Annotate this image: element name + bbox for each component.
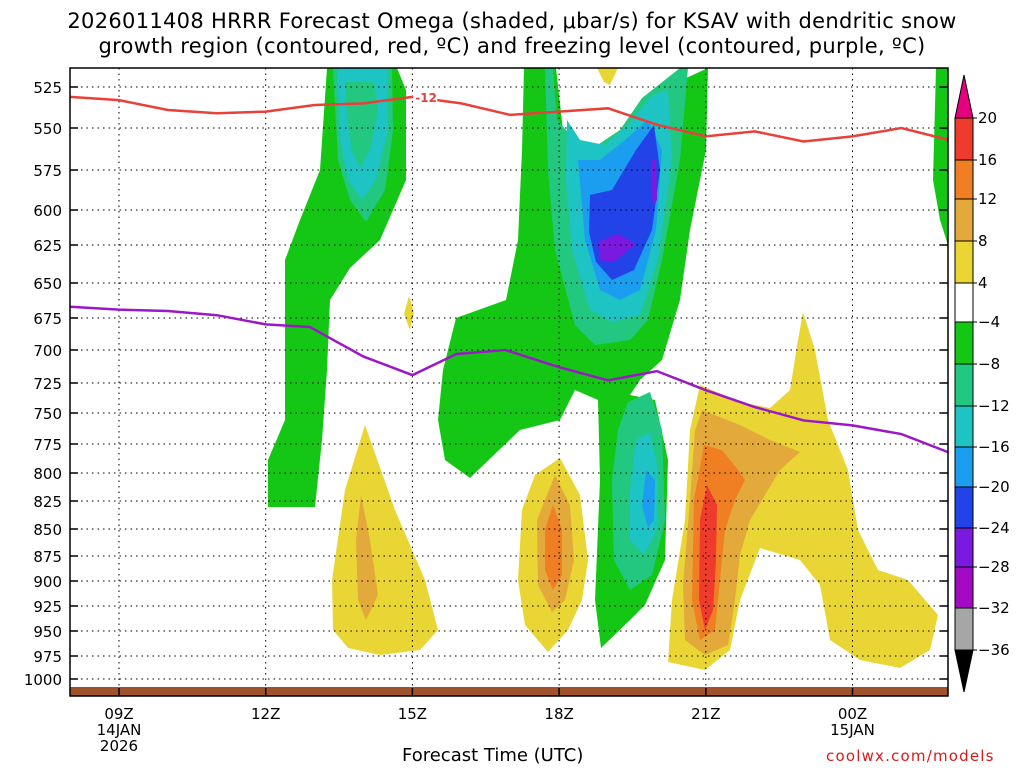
y-tick-label-675: 675 xyxy=(33,310,62,328)
contour-lines: -12 xyxy=(70,89,949,454)
y-tick-label-700: 700 xyxy=(33,342,62,360)
y-tick-label-800: 800 xyxy=(33,465,62,483)
contour-label: -12 xyxy=(415,91,437,105)
colorbar-swatch-6 xyxy=(954,321,974,365)
omega-shade-yellow-top xyxy=(597,68,618,85)
colorbar-label-4: 4 xyxy=(978,274,988,292)
chart-title-line2: growth region (contoured, red, ºC) and f… xyxy=(98,34,926,58)
colorbar-swatch-8 xyxy=(954,405,974,448)
y-tick-label-550: 550 xyxy=(33,120,62,138)
y-tick-label-825: 825 xyxy=(33,493,62,511)
colorbar-label-13: −36 xyxy=(978,641,1010,659)
y-tick-label-775: 775 xyxy=(33,436,62,454)
y-tick-label-600: 600 xyxy=(33,202,62,220)
y-tick-label-650: 650 xyxy=(33,275,62,293)
colorbar-label-8: −16 xyxy=(978,438,1010,456)
omega-shade-purple-center xyxy=(598,234,636,262)
x-tick-label-09Z-0: 09Z xyxy=(104,705,133,723)
x-tick-label-09Z-2: 2026 xyxy=(100,737,138,755)
x-tick-label-21Z-0: 21Z xyxy=(691,705,720,723)
omega-shade-purple-streak xyxy=(651,160,657,205)
y-tick-label-875: 875 xyxy=(33,548,62,566)
credit-link[interactable]: coolwx.com/models xyxy=(826,747,995,765)
colorbar-swatch-10 xyxy=(954,486,974,529)
x-tick-label-00Z-1: 15JAN xyxy=(830,721,875,739)
y-tick-label-975: 975 xyxy=(33,648,62,666)
colorbar-label-0: 20 xyxy=(978,109,997,127)
colorbar-swatch-14 xyxy=(954,649,974,693)
omega-shade-darkorange-cell-18z xyxy=(545,505,562,590)
colorbar-swatch-9 xyxy=(954,446,974,488)
colorbar-swatch-3 xyxy=(954,198,974,242)
x-tick-label-12Z-0: 12Z xyxy=(251,705,280,723)
colorbar-swatch-4 xyxy=(954,240,974,284)
colorbar-label-3: 8 xyxy=(978,232,988,250)
colorbar-label-1: 16 xyxy=(978,151,997,169)
y-tick-label-925: 925 xyxy=(33,598,62,616)
colorbar-label-7: −12 xyxy=(978,397,1010,415)
chart-title-line1: 2026011408 HRRR Forecast Omega (shaded, … xyxy=(67,9,957,33)
y-tick-label-900: 900 xyxy=(33,573,62,591)
colorbar-label-9: −20 xyxy=(978,478,1010,496)
y-axis: 525 550 575 600 625 650 675 700 725 750 775 800 825 8… xyxy=(24,79,948,689)
colorbar-swatch-1 xyxy=(954,117,974,161)
omega-shading xyxy=(268,68,948,670)
omega-shade-green-right xyxy=(933,68,948,245)
colorbar: 20 16 12 8 4 −4 −8 −12 −16 −20 −24 −28 −32 −36 xyxy=(954,74,1010,693)
y-tick-label-625: 625 xyxy=(33,237,62,255)
omega-shade-yellow-cell-14z xyxy=(332,425,438,655)
x-tick-label-09Z-1: 14JAN xyxy=(97,721,142,739)
y-tick-label-725: 725 xyxy=(33,375,62,393)
colorbar-swatch-2 xyxy=(954,159,974,200)
colorbar-swatch-13 xyxy=(954,607,974,651)
plot-frame xyxy=(69,67,949,697)
x-tick-label-15Z-0: 15Z xyxy=(398,705,427,723)
y-tick-label-950: 950 xyxy=(33,623,62,641)
terrain-strip xyxy=(70,687,948,696)
colorbar-label-6: −8 xyxy=(978,355,1000,373)
colorbar-swatch-12 xyxy=(954,566,974,609)
x-tick-label-00Z-0: 00Z xyxy=(838,705,867,723)
y-tick-label-1000: 1000 xyxy=(24,671,62,689)
omega-shade-yellow-dot xyxy=(404,296,414,330)
omega-shade-orange-cell-14z xyxy=(356,495,378,620)
contour-line-0 xyxy=(70,95,949,143)
colorbar-swatch-7 xyxy=(954,363,974,407)
contour-line-1 xyxy=(70,305,949,454)
y-tick-label-850: 850 xyxy=(33,521,62,539)
y-tick-label-575: 575 xyxy=(33,162,62,180)
colorbar-label-2: 12 xyxy=(978,190,997,208)
contour-label-bg xyxy=(413,89,438,104)
y-tick-label-750: 750 xyxy=(33,405,62,423)
y-tick-label-525: 525 xyxy=(33,79,62,97)
omega-shade-red-cell-21z xyxy=(699,485,717,630)
colorbar-label-10: −24 xyxy=(978,519,1010,537)
colorbar-label-5: −4 xyxy=(978,313,1000,331)
gridlines xyxy=(70,68,948,696)
x-axis-title: Forecast Time (UTC) xyxy=(402,745,584,766)
colorbar-swatch-5 xyxy=(954,282,974,323)
colorbar-label-12: −32 xyxy=(978,599,1010,617)
colorbar-label-11: −28 xyxy=(978,558,1010,576)
omega-shade-blue-lower xyxy=(642,470,655,528)
x-tick-label-18Z-0: 18Z xyxy=(544,705,573,723)
colorbar-swatch-11 xyxy=(954,527,974,568)
colorbar-swatch-0 xyxy=(954,74,974,119)
